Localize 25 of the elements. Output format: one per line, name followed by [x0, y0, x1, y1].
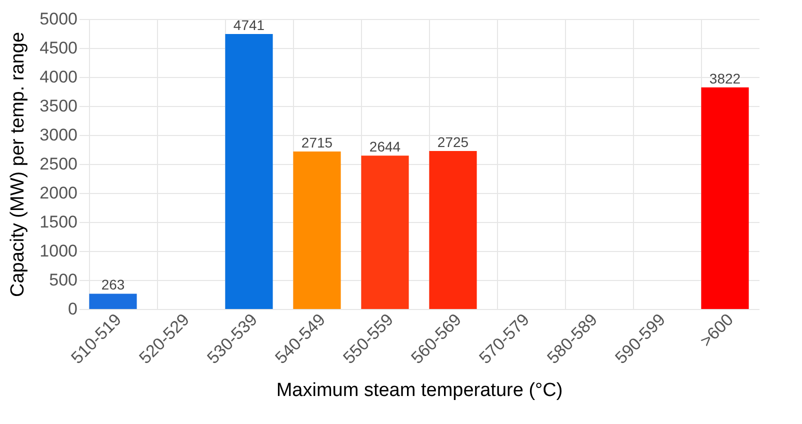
- data-label: 3822: [709, 70, 741, 86]
- y-tick-label: 1000: [40, 242, 78, 260]
- data-label: 263: [101, 276, 125, 293]
- y-tick-label: 2500: [40, 154, 78, 174]
- y-tick-label: 5000: [40, 10, 78, 28]
- data-label: 2644: [369, 138, 401, 155]
- y-tick-label: 3500: [40, 96, 78, 116]
- y-tick-label: 4500: [40, 38, 78, 58]
- y-tick-label: 4000: [40, 68, 78, 86]
- bar: [429, 150, 477, 309]
- y-tick-label: 1500: [40, 212, 78, 232]
- y-tick-label: 3000: [40, 126, 78, 144]
- bar: [293, 152, 341, 309]
- bar: [225, 34, 273, 309]
- bar: [361, 156, 409, 309]
- data-label: 2715: [301, 134, 333, 151]
- data-label: 2725: [437, 134, 469, 150]
- x-axis-title: Maximum steam temperature (°C): [276, 380, 563, 401]
- bar: [701, 87, 749, 309]
- y-tick-label: 0: [68, 300, 78, 318]
- y-tick-label: 500: [49, 270, 78, 290]
- data-label: 4741: [233, 17, 265, 34]
- y-axis-title: Capacity (MW) per temp. range: [8, 32, 29, 298]
- bar: [89, 294, 137, 309]
- y-tick-label: 2000: [40, 184, 78, 202]
